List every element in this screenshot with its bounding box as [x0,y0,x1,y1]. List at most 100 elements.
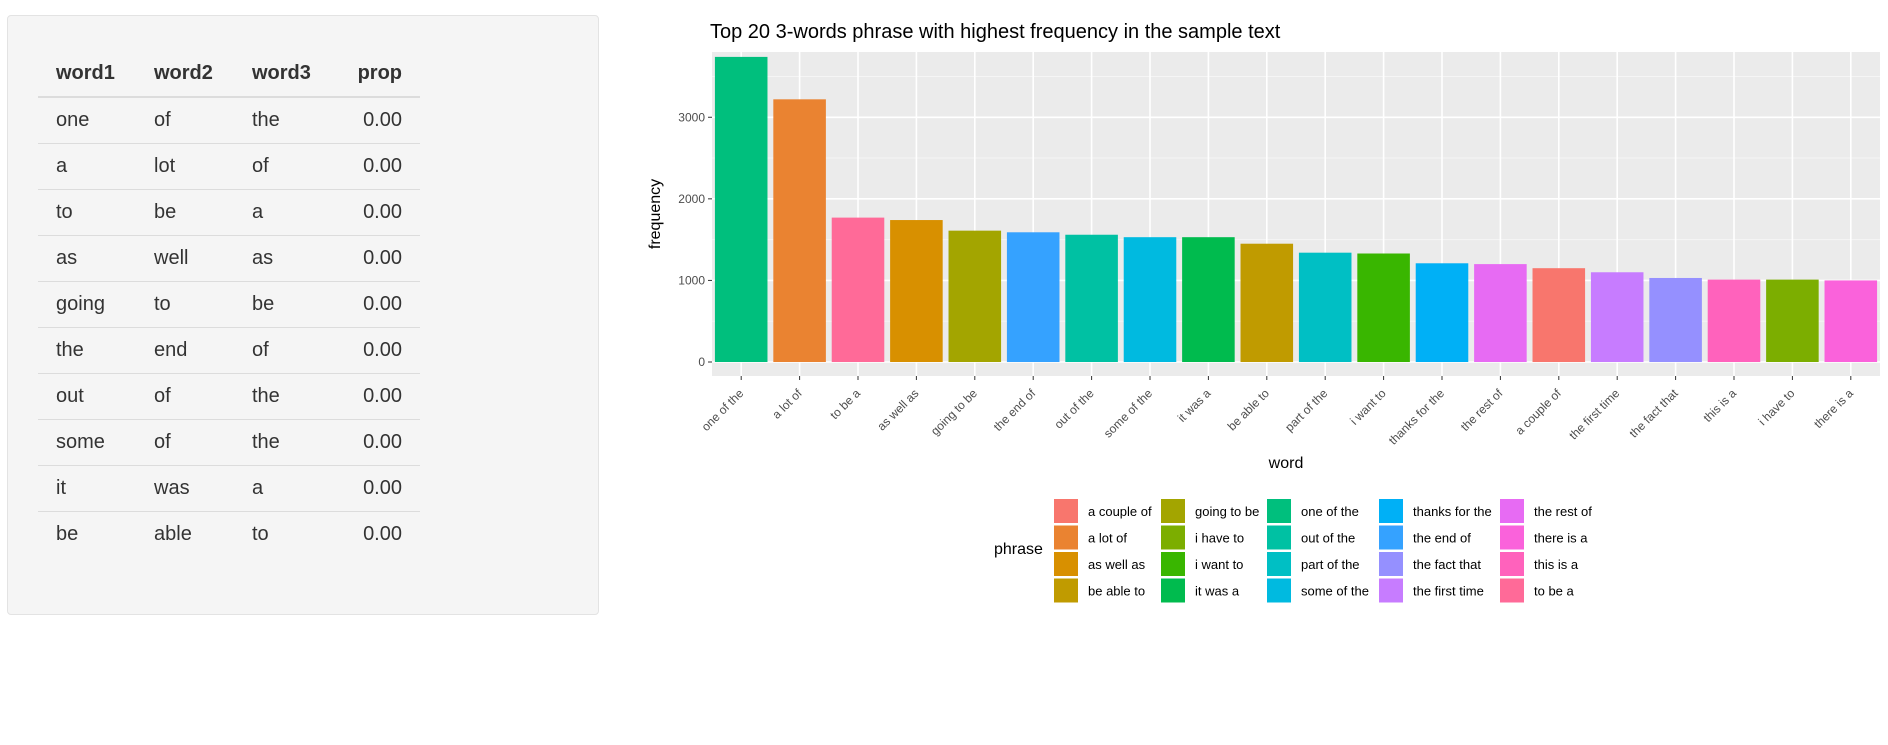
x-tick-label: i have to [1756,386,1798,428]
cell-word3: of [234,143,332,190]
legend-label: a couple of [1088,504,1152,519]
cell-prop: 0.00 [332,327,420,374]
legend-label: this is a [1534,557,1579,572]
cell-word2: lot [136,143,234,190]
x-tick-label: as well as [874,386,921,433]
chart-title: Top 20 3-words phrase with highest frequ… [710,21,1281,43]
legend-key [1054,578,1078,603]
bar [1357,253,1410,362]
header-prop: prop [332,50,420,98]
header-word3: word3 [234,50,332,98]
legend-key [1054,552,1078,576]
cell-word1: one [56,109,90,131]
x-tick-label: out of the [1051,386,1097,432]
table-row: going to be 0.00 [38,281,420,328]
legend-label: the fact that [1413,557,1481,572]
legend-label: the first time [1413,584,1484,599]
table-panel: word1 word2 word3 prop one of the 0.00 a lot o… [7,15,599,615]
table-row: out of the 0.00 [38,373,420,420]
cell-word1: to [38,189,136,236]
cell-word3: of [234,327,332,374]
cell-word1: it [38,465,136,512]
cell-word3: the [234,373,332,420]
legend-key [1161,499,1185,523]
x-tick-label: there is a [1811,386,1856,431]
x-tick-label: the fact that [1626,386,1681,441]
legend-key [1267,578,1291,603]
cell-prop: 0.00 [332,465,420,512]
legend-label: a lot of [1088,531,1127,546]
y-axis-title: frequency [647,179,664,249]
x-tick-label: be able to [1225,386,1272,433]
bar [1298,252,1352,362]
cell-word3: the [252,109,280,131]
table-row: as well as 0.00 [38,235,420,282]
cell-word3: to [234,511,332,557]
bar [1824,280,1878,362]
x-tick-label: thanks for the [1386,386,1448,448]
legend-key [1500,525,1524,550]
cell-word3: the [234,419,332,466]
legend-key [1054,499,1078,523]
cell-word2: to [136,281,234,328]
legend-label: i have to [1195,531,1244,546]
y-tick-label: 2000 [678,192,705,206]
cell-prop: 0.00 [332,419,420,466]
cell-word1: as [38,235,136,282]
bar [1182,237,1235,362]
cell-word2: be [136,189,234,236]
legend-label: some of the [1301,584,1369,599]
y-tick-label: 0 [698,355,705,369]
legend-label: there is a [1534,531,1588,546]
table-row: be able to 0.00 [38,511,420,557]
cell-word1: out [38,373,136,420]
cell-word2: well [136,235,234,282]
bar [890,220,943,362]
legend-key [1500,499,1524,523]
legend-key [1379,525,1403,550]
legend-label: as well as [1088,557,1146,572]
bar [831,217,885,362]
cell-word1: a [38,143,136,190]
bar [1474,264,1527,362]
bar [773,99,826,362]
cell-prop: 0.00 [332,511,420,557]
y-tick-label: 3000 [678,110,705,124]
cell-word1: be [38,511,136,557]
table-row: to be a 0.00 [38,189,420,236]
cell-prop: 0.00 [332,143,420,190]
x-tick-label: part of the [1282,386,1330,434]
table-header-row: word1 word2 word3 prop [38,50,420,98]
table-body: one of the 0.00 a lot of 0.00 to be a 0.00 as well as 0… [38,97,420,557]
cell-word2: end [136,327,234,374]
x-tick-label: the end of [991,386,1039,434]
table-row: some of the 0.00 [38,419,420,466]
cell-word2: able [136,511,234,557]
x-tick-label: going to be [928,386,980,438]
legend-label: the end of [1413,531,1471,546]
legend-key [1500,552,1524,576]
bar [1766,279,1819,362]
legend-key [1161,552,1185,576]
legend-key [1267,499,1291,523]
x-tick-label: some of the [1101,386,1155,440]
ngram-table: word1 word2 word3 prop one of the 0.00 a lot o… [38,50,420,557]
cell-word2: was [136,465,234,512]
legend-label: i want to [1195,557,1243,572]
bar [1240,243,1294,362]
bar [714,56,768,362]
legend-key [1379,552,1403,576]
cell-word2: of [136,419,234,466]
x-tick-label: the rest of [1458,386,1506,434]
legend-label: the rest of [1534,504,1592,519]
legend-label: part of the [1301,557,1360,572]
x-tick-label: a couple of [1513,386,1565,438]
legend-label: one of the [1301,504,1359,519]
x-tick-label: i want to [1347,386,1389,428]
x-axis-title: word [1268,455,1304,472]
x-tick-label: the first time [1566,386,1622,442]
legend-key [1267,525,1291,550]
legend-key [1379,499,1403,523]
legend-key [1161,578,1185,603]
cell-prop: 0.00 [332,235,420,282]
